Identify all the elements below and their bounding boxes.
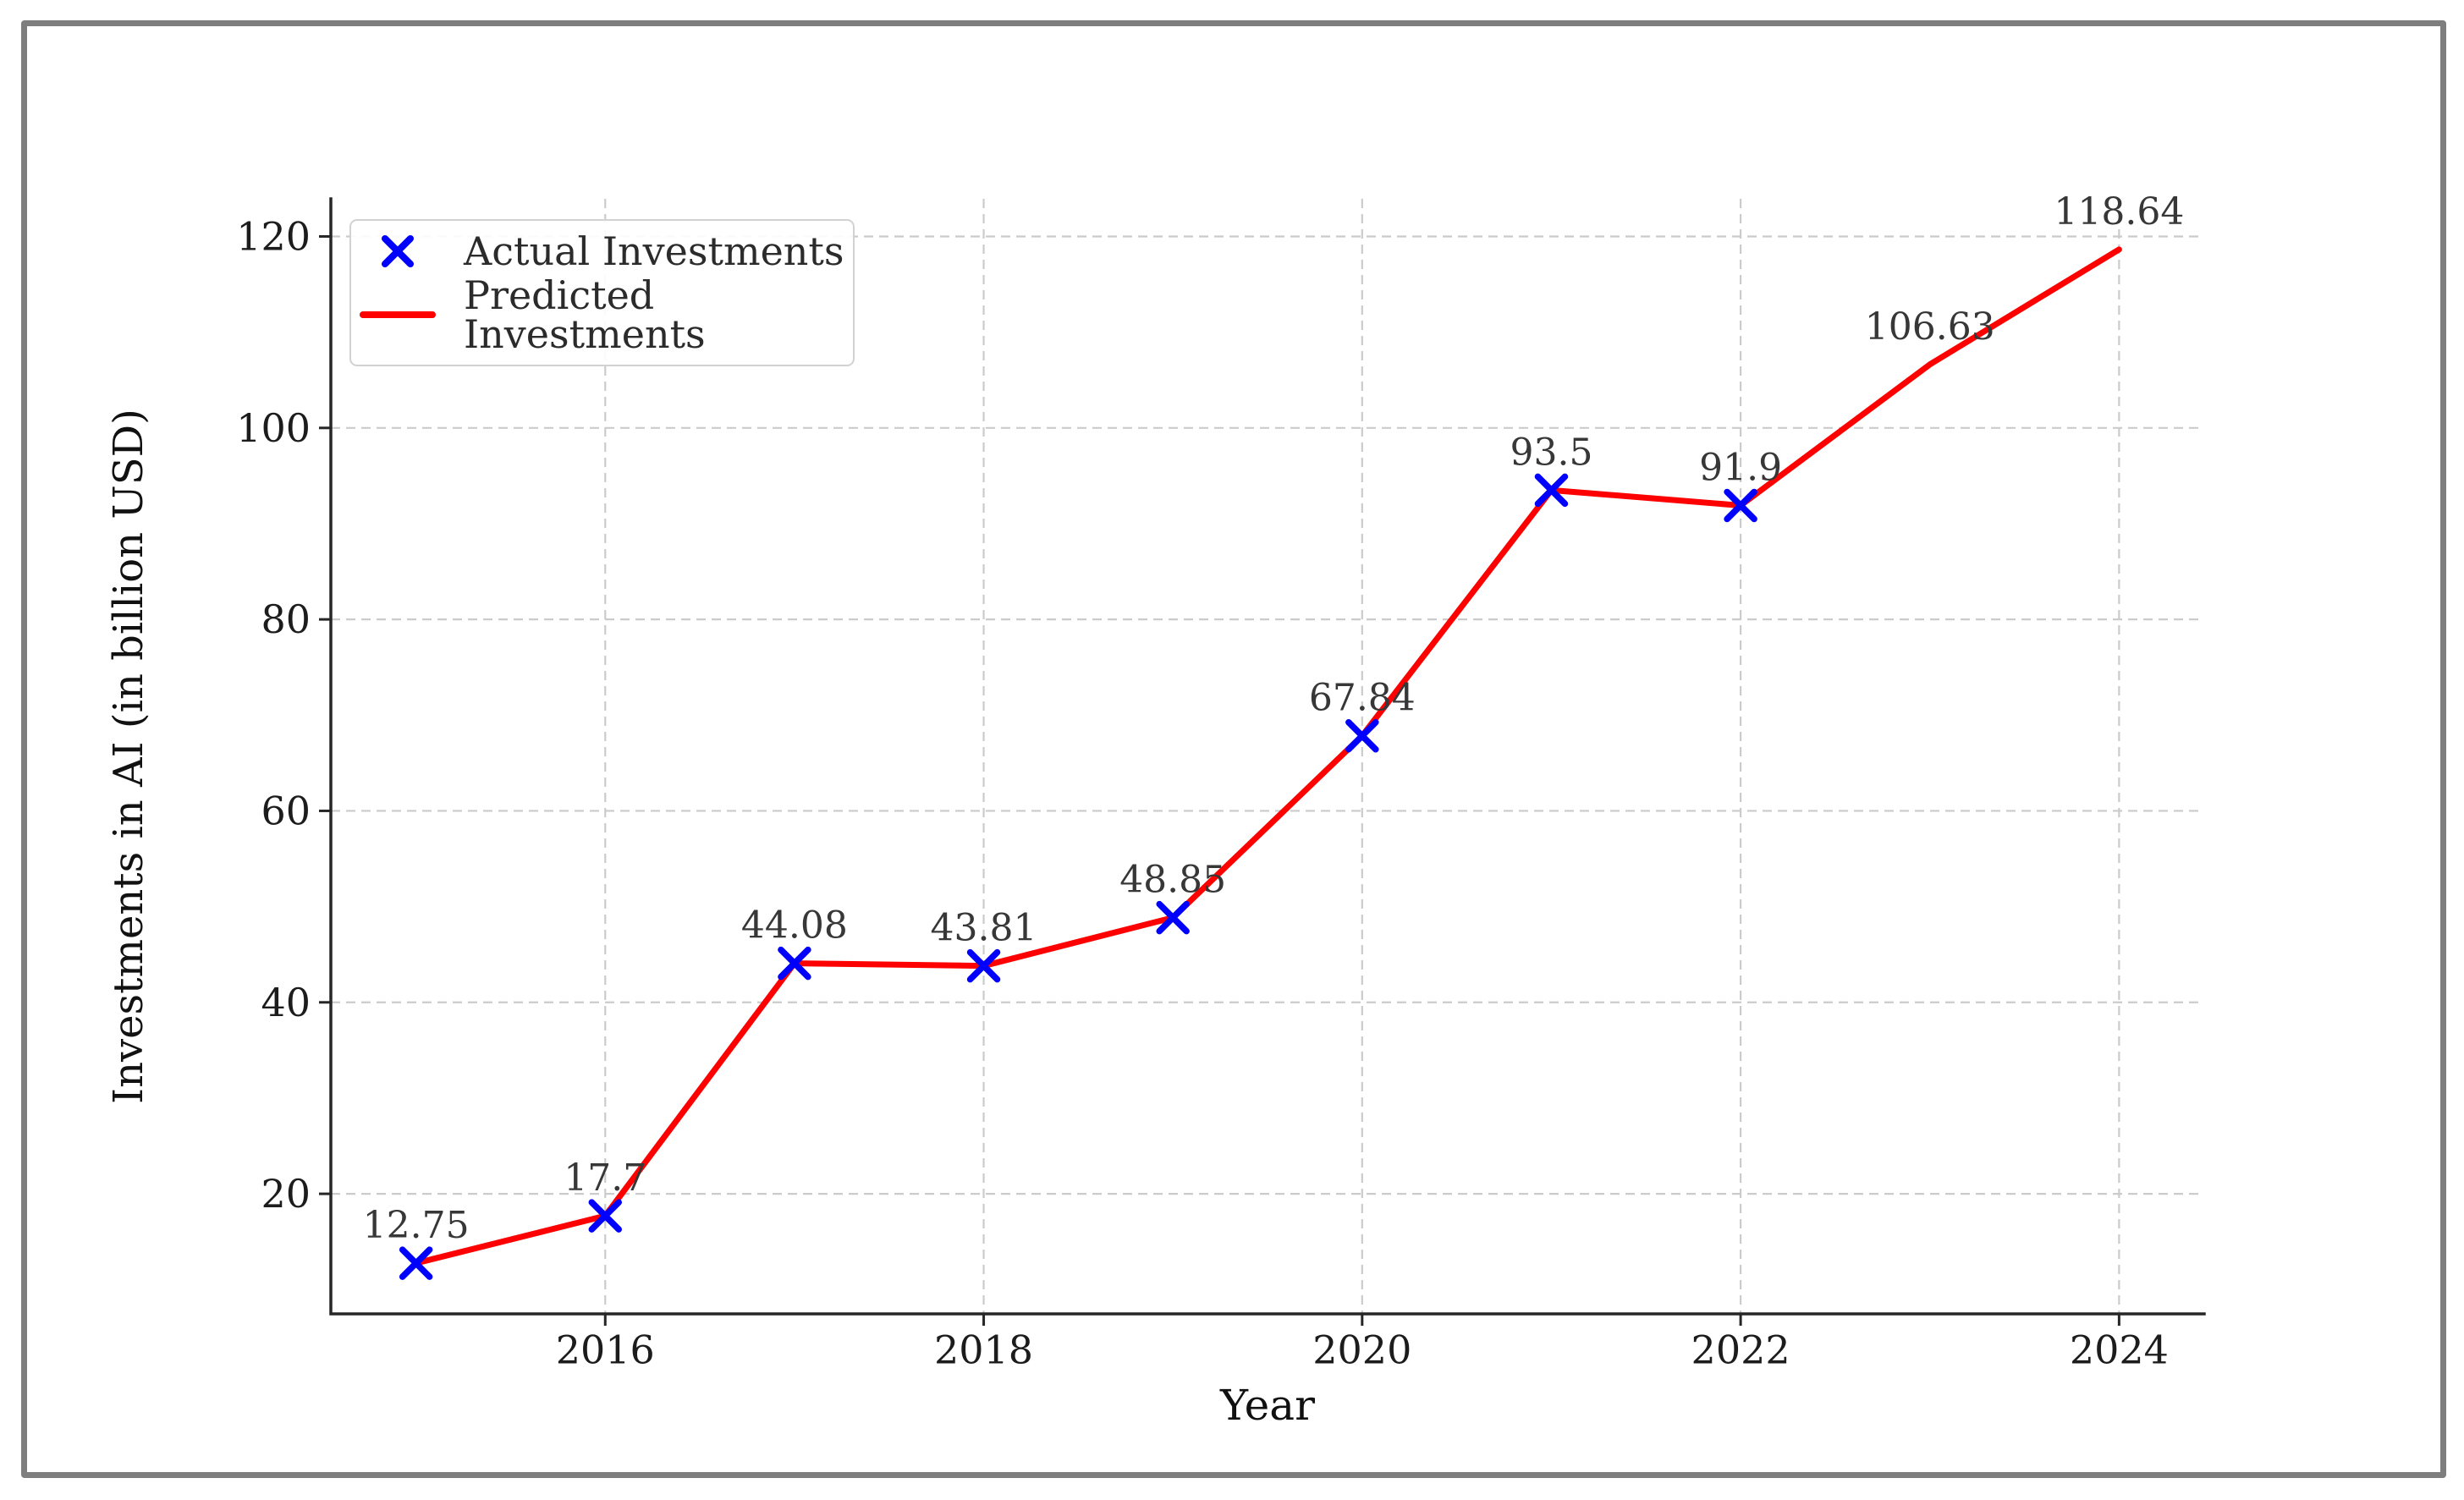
x-tick-label: 2020 <box>1312 1327 1411 1372</box>
actual-x-marker <box>399 1246 433 1280</box>
window-frame <box>21 20 2446 1478</box>
actual-x-marker <box>1156 900 1190 935</box>
legend-label-actual: Actual Investments <box>464 228 844 274</box>
predicted-line <box>413 246 2122 1266</box>
point-value-label: 12.75 <box>363 1204 470 1247</box>
x-tick-label: 2016 <box>556 1327 655 1372</box>
y-tick-label: 100 <box>236 405 311 451</box>
legend-entry-predicted: Predicted Investments <box>351 276 853 354</box>
point-value-label: 106.63 <box>1865 305 1995 349</box>
point-value-label: 91.9 <box>1699 446 1782 489</box>
actual-x-marker <box>1724 488 1757 523</box>
legend-entry-actual: Actual Investments <box>351 232 853 271</box>
legend: Actual Investments Predicted Investments <box>349 219 855 366</box>
legend-icon-cell <box>351 232 444 271</box>
point-value-label: 118.64 <box>2054 190 2184 234</box>
axis-tick-labels: 2016 2018 2020 2022 2024 20 40 60 80 100 120 <box>236 213 2169 1372</box>
y-axis-title: Investments in AI (in billion USD) <box>105 409 152 1104</box>
left-bottom-spine <box>329 197 2206 1316</box>
point-value-label: 93.5 <box>1510 431 1592 474</box>
y-tick-label: 20 <box>261 1171 311 1217</box>
legend-label-predicted: Predicted Investments <box>464 272 706 358</box>
x-tick-label: 2022 <box>1691 1327 1790 1372</box>
point-value-label: 44.08 <box>741 904 848 948</box>
axes-spines <box>329 197 2206 1316</box>
data-markers <box>399 473 1757 1280</box>
point-value-label: 67.84 <box>1309 677 1416 720</box>
line-swatch-icon <box>360 311 436 319</box>
grid-lines <box>331 199 2204 1314</box>
actual-x-marker <box>778 946 811 981</box>
point-value-label: 17.7 <box>564 1157 646 1200</box>
y-tick-label: 80 <box>261 596 311 642</box>
x-axis-title: Year <box>1220 1381 1315 1430</box>
point-value-label: 48.85 <box>1119 859 1226 902</box>
data-point-labels: 12.75 17.7 44.08 43.81 48.85 67.84 93.5 91.9 106… <box>363 190 2185 1247</box>
actual-x-marker <box>1534 473 1569 508</box>
actual-x-marker <box>588 1199 623 1233</box>
x-marker-icon <box>382 234 414 267</box>
actual-x-marker <box>1345 718 1379 753</box>
y-tick-label: 60 <box>261 788 311 833</box>
axis-ticks <box>319 234 2120 1326</box>
x-tick-label: 2024 <box>2070 1327 2169 1372</box>
point-value-label: 43.81 <box>931 907 1037 950</box>
legend-icon-cell <box>351 310 444 320</box>
y-tick-label: 40 <box>261 980 311 1025</box>
actual-x-marker <box>966 948 1001 983</box>
data-series <box>413 246 2122 1266</box>
x-tick-label: 2018 <box>934 1327 1033 1372</box>
y-tick-label: 120 <box>236 213 311 259</box>
